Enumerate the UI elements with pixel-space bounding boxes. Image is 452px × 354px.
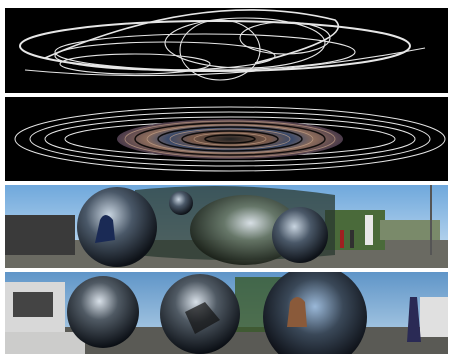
street-spheres-graphic-1 — [5, 185, 448, 268]
street-spheres-panel-2 — [5, 272, 448, 354]
street-spheres-panel-1 — [5, 185, 448, 268]
orbit-disc-panel — [5, 97, 448, 181]
orbit-lines-panel — [5, 8, 448, 93]
street-spheres-graphic-2 — [5, 272, 448, 354]
orbit-disc-graphic — [5, 97, 448, 181]
orbit-lines-graphic — [5, 8, 448, 93]
